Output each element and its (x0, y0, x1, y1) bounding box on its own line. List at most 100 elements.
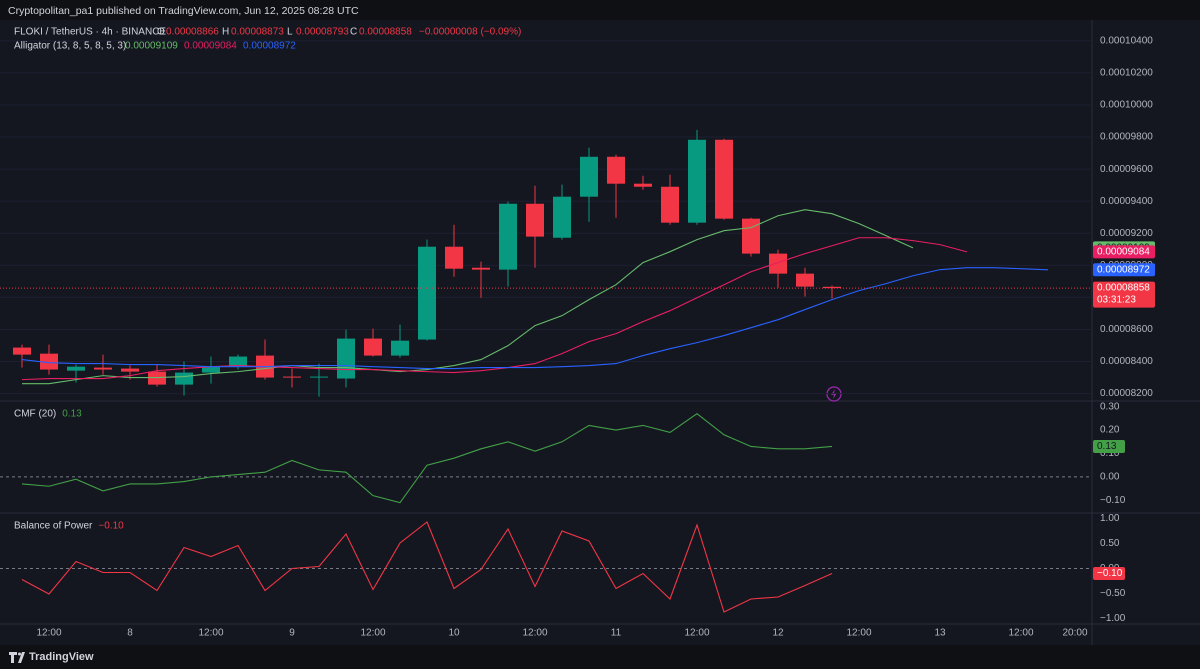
ohlc-value: 0.00008858 (359, 27, 412, 38)
legend-title: FLOKI / TetherUS · 4h · BINANCE (14, 27, 166, 38)
candle-body (823, 286, 841, 289)
ohlc-value: 0.00008873 (231, 27, 284, 38)
chart-area (0, 20, 1200, 645)
y-tick-label: −0.50 (1100, 588, 1126, 599)
x-tick-label: 12:00 (1008, 628, 1033, 639)
y-tick-label: 0.00 (1100, 472, 1120, 483)
candle-body (364, 338, 382, 356)
x-tick-label: 10 (448, 628, 460, 639)
price-label-box (1093, 439, 1125, 453)
candle-body (499, 203, 517, 270)
candle-body (661, 186, 679, 223)
candle-body (553, 196, 571, 238)
legend-value: −0.10 (98, 521, 124, 532)
candle-body (742, 218, 760, 254)
candle-body (688, 139, 706, 223)
line-series (22, 209, 914, 385)
y-tick-label: 0.10 (1100, 448, 1120, 459)
legend-title: CMF (20) (14, 409, 56, 420)
candle-body (337, 338, 355, 379)
candle-body (769, 253, 787, 274)
y-tick-label: 0.00009600 (1100, 164, 1153, 175)
candle-body (175, 372, 193, 385)
tradingview-logo (9, 652, 25, 663)
y-tick-label: −0.10 (1100, 495, 1126, 506)
y-tick-label: 0.20 (1100, 425, 1120, 436)
price-label-box (1093, 245, 1155, 259)
x-tick-label: 20:00 (1062, 628, 1087, 639)
candle-body (67, 366, 85, 371)
candle-body (715, 139, 733, 219)
y-tick-label: 0.30 (1100, 401, 1120, 412)
y-tick-label: 0.50 (1100, 538, 1120, 549)
candle-body (796, 273, 814, 287)
indicator-value: 0.00009084 (184, 41, 237, 52)
y-tick-label: 0.00009800 (1100, 132, 1153, 143)
candle-body (391, 340, 409, 356)
y-tick-label: 0.00009200 (1100, 228, 1153, 239)
candle-body (148, 371, 166, 385)
line-series (21, 267, 1049, 370)
indicator-label: Alligator (13, 8, 5, 8, 5, 3) (14, 41, 126, 52)
ohlc-label: L (287, 27, 293, 38)
line-series (21, 237, 968, 381)
candle-body (40, 353, 58, 370)
indicator-value: 0.00008972 (243, 41, 296, 52)
x-tick-label: 12:00 (684, 628, 709, 639)
x-tick-label: 12:00 (36, 628, 61, 639)
price-label-box (1093, 263, 1155, 277)
candle-body (634, 183, 652, 187)
ohlc-label: O (157, 27, 165, 38)
candle-body (445, 246, 463, 269)
candle-body (472, 267, 490, 270)
line-series (21, 413, 833, 504)
x-tick-label: 9 (289, 628, 295, 639)
x-tick-label: 8 (127, 628, 133, 639)
ohlc-label: H (222, 27, 229, 38)
legend-value: 0.13 (62, 409, 82, 420)
legend-title: Balance of Power (14, 521, 93, 532)
candle-body (418, 246, 436, 340)
price-label-box (1093, 567, 1125, 580)
candle-body (94, 367, 112, 370)
publisher-header: Cryptopolitan_pa1 published on TradingVi… (8, 5, 359, 17)
candle-body (121, 368, 139, 372)
price-label: −0.10 (1097, 568, 1123, 579)
indicator-value: 0.00009109 (125, 41, 178, 52)
y-tick-label: 0.00008600 (1100, 324, 1153, 335)
x-tick-label: 12:00 (360, 628, 385, 639)
y-tick-label: 0.00008200 (1100, 388, 1153, 399)
candle-body (202, 366, 220, 373)
price-label: 0.00009084 (1097, 246, 1150, 257)
ohlc-value: 0.00008866 (166, 27, 219, 38)
price-label: 0.13 (1097, 441, 1117, 452)
y-tick-label: 0.00009400 (1100, 196, 1153, 207)
candle-body (310, 376, 328, 378)
candle-body (526, 203, 544, 237)
change-value: −0.00000008 (−0.09%) (419, 27, 521, 38)
line-series (21, 521, 833, 613)
x-tick-label: 12:00 (198, 628, 223, 639)
x-tick-label: 12 (772, 628, 784, 639)
brand: TradingView (29, 651, 94, 663)
x-tick-label: 13 (934, 628, 946, 639)
candle-body (607, 156, 625, 184)
ohlc-value: 0.00008793 (296, 27, 349, 38)
ohlc-label: C (350, 27, 357, 38)
candle-body (229, 356, 247, 367)
price-label-box (1093, 281, 1155, 308)
y-tick-label: 0.00010400 (1100, 35, 1153, 46)
x-tick-label: 11 (611, 628, 622, 639)
x-tick-label: 12:00 (522, 628, 547, 639)
y-tick-label: 0.00008400 (1100, 356, 1153, 367)
candle-body (13, 347, 31, 355)
price-label: 0.00008972 (1097, 264, 1150, 275)
y-tick-label: 0.00010000 (1100, 100, 1153, 111)
countdown: 03:31:23 (1097, 295, 1136, 306)
y-tick-label: −1.00 (1100, 613, 1126, 624)
x-tick-label: 12:00 (846, 628, 871, 639)
candle-body (580, 156, 598, 197)
candle-body (283, 376, 301, 378)
